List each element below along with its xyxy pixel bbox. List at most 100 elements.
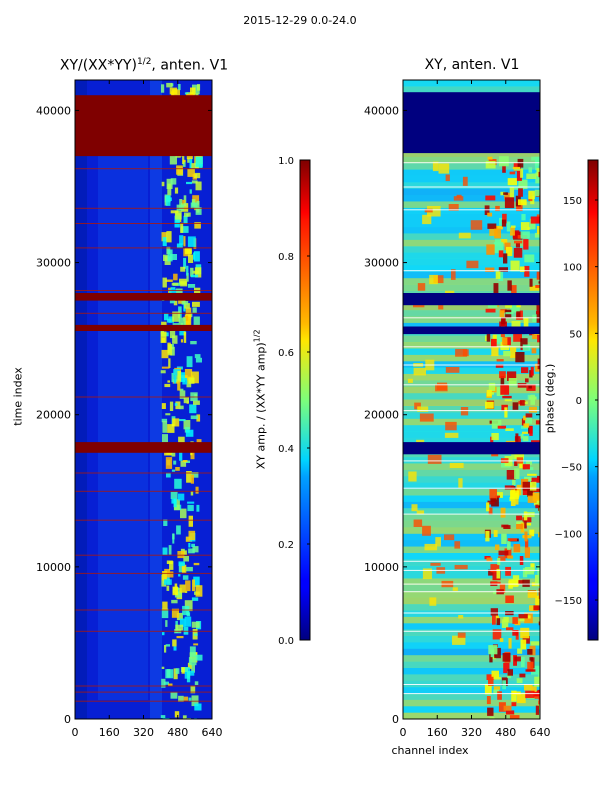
phase-rfi-cell (444, 534, 455, 541)
phase-rfi-cell (520, 338, 528, 348)
phase-rfi-cell (516, 678, 523, 684)
phase-rfi-cell (422, 214, 432, 225)
phase-rfi-cell (503, 705, 512, 711)
phase-rfi-cell (512, 166, 521, 169)
phase-rfi-cell (522, 464, 530, 470)
phase-rfi-cell (514, 468, 520, 480)
phase-dark-band (403, 92, 540, 154)
phase-stripe (403, 520, 540, 528)
rfi-cell (162, 571, 167, 581)
phase-rfi-cell (531, 477, 540, 483)
rfi-cell (166, 472, 171, 478)
phase-rfi-cell (435, 384, 448, 392)
colorbar-tick-label: 150 (563, 196, 582, 207)
rfi-cell (166, 571, 174, 578)
flag-line (75, 396, 212, 398)
phase-rfi-cell (538, 281, 540, 284)
phase-rfi-cell (413, 519, 423, 527)
rfi-cell (183, 556, 189, 562)
phase-line (403, 693, 540, 695)
phase-rfi-cell (511, 702, 517, 707)
phase-rfi-cell (489, 717, 495, 719)
phase-rfi-cell (499, 310, 505, 318)
x-axis-label: channel index (391, 744, 469, 757)
phase-rfi-cell (538, 507, 540, 513)
phase-rfi-cell (523, 415, 527, 421)
phase-rfi-cell (498, 267, 508, 272)
phase-rfi-cell (527, 473, 537, 476)
phase-stripe (403, 278, 540, 285)
rfi-cell (194, 222, 201, 229)
phase-rfi-cell (504, 485, 514, 490)
phase-stripe (403, 405, 540, 413)
phase-rfi-cell (520, 222, 530, 231)
rfi-cell (167, 344, 172, 356)
phase-rfi-cell (499, 321, 507, 329)
phase-stripe (403, 533, 540, 541)
phase-rfi-cell (537, 573, 540, 585)
phase-rfi-cell (512, 402, 519, 410)
phase-rfi-cell (429, 274, 438, 285)
phase-rfi-cell (535, 504, 539, 509)
phase-rfi-cell (518, 199, 527, 206)
phase-rfi-cell (510, 225, 516, 228)
phase-rfi-cell (534, 363, 540, 372)
phase-rfi-cell (538, 696, 540, 701)
colorbar-tick-label: −150 (555, 596, 582, 607)
phase-rfi-cell (497, 425, 506, 429)
rfi-cell (176, 636, 184, 639)
rfi-cell (165, 279, 173, 282)
rfi-cell (187, 504, 194, 512)
phase-rfi-cell (516, 170, 522, 181)
phase-rfi-cell (518, 614, 528, 619)
rfi-cell (172, 323, 180, 326)
phase-rfi-cell (520, 400, 525, 406)
phase-rfi-cell (538, 502, 540, 511)
rfi-cell (187, 501, 195, 504)
rfi-cell (176, 165, 183, 175)
phase-rfi-cell (525, 690, 535, 699)
rfi-cell (195, 181, 202, 191)
phase-stripe (403, 699, 540, 707)
phase-rfi-cell (495, 271, 501, 279)
y-tick-label: 0 (392, 713, 399, 726)
phase-dark-band (403, 293, 540, 306)
phase-stripe (403, 271, 540, 279)
rfi-cell (196, 504, 200, 512)
phase-rfi-cell (452, 635, 466, 645)
phase-rfi-cell (505, 595, 514, 603)
phase-stripe (403, 233, 540, 240)
phase-rfi-cell (488, 676, 494, 686)
rfi-cell (170, 491, 178, 499)
phase-rfi-cell (512, 478, 516, 485)
rfi-cell (170, 346, 175, 356)
phase-rfi-cell (427, 206, 441, 217)
phase-rfi-cell (458, 232, 471, 239)
phase-rfi-cell (493, 283, 499, 293)
rfi-cell (191, 621, 200, 628)
rfi-cell (172, 311, 181, 322)
phase-rfi-cell (427, 454, 442, 464)
phase-rfi-cell (508, 378, 517, 386)
phase-rfi-cell (417, 406, 429, 412)
phase-rfi-cell (519, 673, 526, 678)
rfi-cell (178, 372, 185, 382)
rfi-cell (189, 646, 196, 657)
rfi-cell (170, 692, 178, 699)
phase-rfi-cell (514, 450, 524, 459)
phase-rfi-cell (534, 156, 540, 166)
rfi-cell (174, 210, 182, 220)
rfi-cell (176, 525, 181, 535)
rfi-cell (190, 449, 195, 460)
rfi-cell (169, 87, 178, 95)
rfi-cell (195, 585, 203, 597)
phase-rfi-cell (488, 507, 493, 515)
phase-rfi-cell (526, 173, 537, 179)
phase-stripe (403, 610, 540, 617)
phase-stripe (403, 322, 540, 330)
phase-rfi-cell (521, 214, 526, 221)
rfi-cell (193, 172, 201, 179)
phase-rfi-cell (514, 460, 518, 466)
phase-rfi-cell (527, 495, 537, 503)
rfi-cell (164, 313, 169, 321)
